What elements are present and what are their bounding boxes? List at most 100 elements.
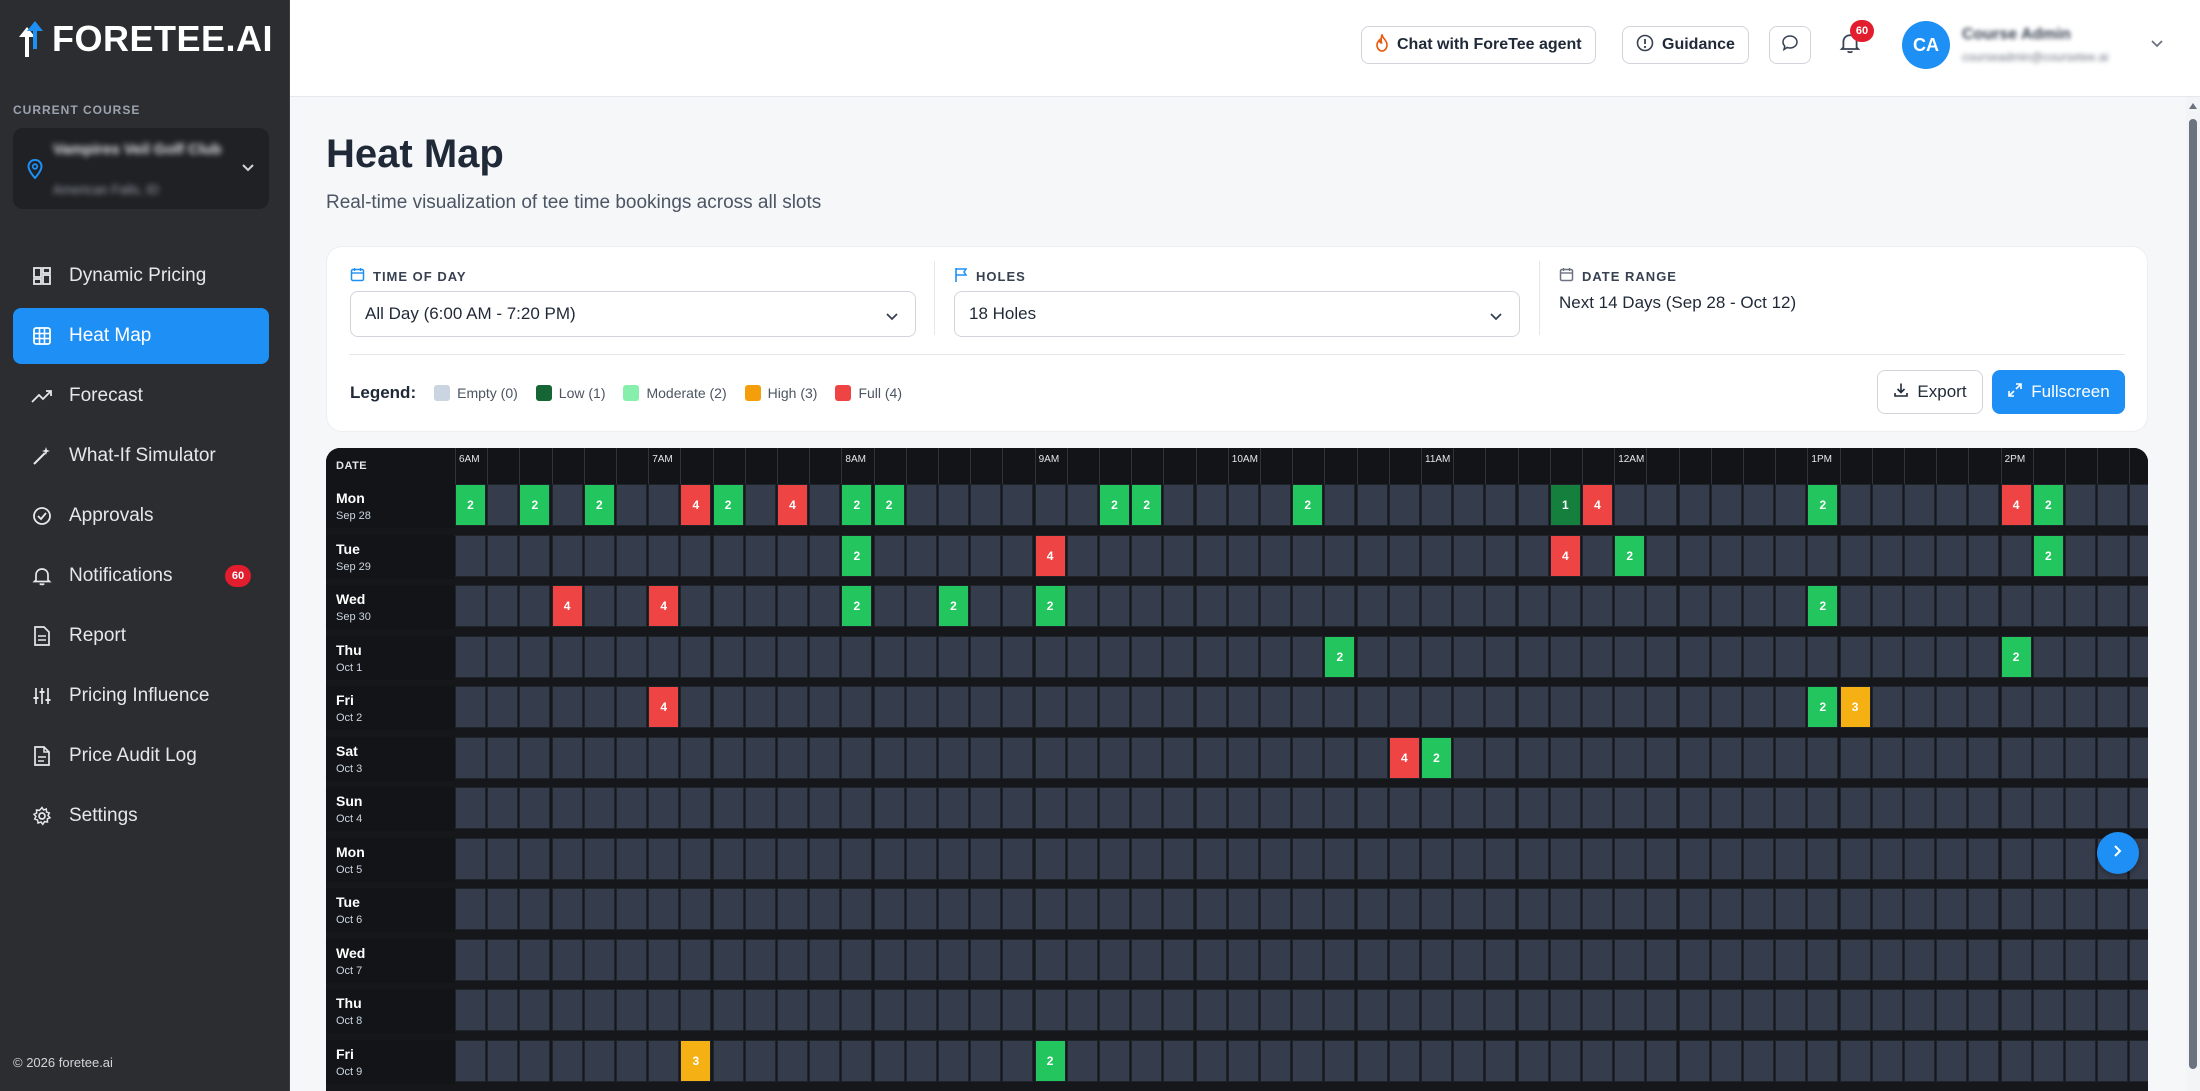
time-slot-cell[interactable] bbox=[905, 938, 937, 981]
time-slot-cell[interactable] bbox=[1227, 534, 1259, 577]
time-slot-cell[interactable] bbox=[1324, 938, 1356, 981]
time-slot-cell[interactable] bbox=[1034, 787, 1066, 829]
time-slot-cell[interactable] bbox=[1743, 1039, 1774, 1082]
time-slot-cell[interactable] bbox=[1614, 686, 1646, 728]
time-slot-cell[interactable] bbox=[1034, 989, 1066, 1031]
time-slot-cell[interactable] bbox=[1517, 888, 1549, 930]
time-slot-cell[interactable] bbox=[1453, 787, 1485, 829]
time-slot-cell[interactable] bbox=[712, 837, 744, 880]
time-slot-cell[interactable] bbox=[519, 635, 551, 678]
time-slot-cell[interactable] bbox=[1678, 787, 1710, 829]
time-slot-cell[interactable] bbox=[1807, 787, 1839, 829]
time-slot-cell[interactable] bbox=[1549, 1039, 1581, 1082]
time-slot-cell[interactable] bbox=[1002, 585, 1034, 627]
time-slot-cell[interactable] bbox=[1260, 989, 1291, 1031]
time-slot-cell[interactable]: 2 bbox=[583, 484, 615, 526]
holes-select[interactable]: 18 Holes bbox=[954, 291, 1520, 337]
time-slot-cell[interactable] bbox=[519, 534, 551, 577]
time-slot-cell[interactable] bbox=[809, 635, 841, 678]
time-slot-cell[interactable] bbox=[583, 736, 615, 779]
time-slot-cell[interactable] bbox=[1710, 1039, 1742, 1082]
time-slot-cell[interactable] bbox=[1646, 938, 1678, 981]
time-slot-cell[interactable] bbox=[1678, 989, 1710, 1031]
time-slot-cell[interactable] bbox=[1582, 686, 1613, 728]
time-slot-cell[interactable] bbox=[519, 938, 551, 981]
time-slot-cell[interactable] bbox=[2065, 686, 2096, 728]
time-slot-cell[interactable] bbox=[712, 736, 744, 779]
time-slot-cell[interactable] bbox=[2000, 736, 2032, 779]
time-slot-cell[interactable] bbox=[1292, 585, 1324, 627]
time-slot-cell[interactable] bbox=[1453, 585, 1485, 627]
time-slot-cell[interactable] bbox=[551, 888, 583, 930]
time-slot-cell[interactable] bbox=[712, 635, 744, 678]
time-slot-cell[interactable] bbox=[1099, 787, 1130, 829]
time-slot-cell[interactable] bbox=[1839, 1039, 1871, 1082]
time-slot-cell[interactable] bbox=[1614, 736, 1646, 779]
time-slot-cell[interactable] bbox=[1227, 635, 1259, 678]
time-slot-cell[interactable] bbox=[809, 1039, 841, 1082]
time-slot-cell[interactable] bbox=[712, 888, 744, 930]
time-slot-cell[interactable] bbox=[680, 736, 712, 779]
time-slot-cell[interactable] bbox=[905, 888, 937, 930]
time-slot-cell[interactable] bbox=[1195, 787, 1227, 829]
time-slot-cell[interactable] bbox=[2032, 686, 2064, 728]
time-slot-cell[interactable] bbox=[1131, 534, 1163, 577]
time-slot-cell[interactable] bbox=[1260, 585, 1291, 627]
time-slot-cell[interactable] bbox=[519, 686, 551, 728]
time-slot-cell[interactable] bbox=[1968, 938, 2000, 981]
time-slot-cell[interactable] bbox=[1904, 787, 1935, 829]
time-slot-cell[interactable] bbox=[2000, 787, 2032, 829]
time-slot-cell[interactable] bbox=[777, 635, 808, 678]
time-slot-cell[interactable] bbox=[1904, 736, 1935, 779]
time-slot-cell[interactable] bbox=[873, 837, 905, 880]
time-slot-cell[interactable] bbox=[1839, 938, 1871, 981]
time-slot-cell[interactable] bbox=[1871, 534, 1903, 577]
time-slot-cell[interactable]: 2 bbox=[2032, 534, 2064, 577]
time-slot-cell[interactable] bbox=[1453, 938, 1485, 981]
time-slot-cell[interactable] bbox=[1743, 736, 1774, 779]
time-slot-cell[interactable] bbox=[1066, 938, 1098, 981]
time-slot-cell[interactable] bbox=[1356, 888, 1388, 930]
time-slot-cell[interactable] bbox=[2129, 585, 2148, 627]
time-slot-cell[interactable] bbox=[616, 1039, 647, 1082]
time-slot-cell[interactable] bbox=[1582, 585, 1613, 627]
time-slot-cell[interactable] bbox=[777, 989, 808, 1031]
time-slot-cell[interactable] bbox=[905, 787, 937, 829]
time-slot-cell[interactable] bbox=[1839, 989, 1871, 1031]
time-slot-cell[interactable] bbox=[648, 837, 680, 880]
time-slot-cell[interactable] bbox=[1614, 787, 1646, 829]
time-slot-cell[interactable] bbox=[905, 635, 937, 678]
time-slot-cell[interactable] bbox=[1614, 635, 1646, 678]
time-slot-cell[interactable]: 2 bbox=[938, 585, 969, 627]
time-slot-cell[interactable] bbox=[616, 989, 647, 1031]
time-slot-cell[interactable]: 3 bbox=[680, 1039, 712, 1082]
time-slot-cell[interactable] bbox=[1131, 1039, 1163, 1082]
time-slot-cell[interactable] bbox=[1163, 989, 1195, 1031]
time-slot-cell[interactable] bbox=[2065, 1039, 2096, 1082]
time-slot-cell[interactable] bbox=[1002, 534, 1034, 577]
time-slot-cell[interactable] bbox=[841, 888, 873, 930]
sidebar-item-settings[interactable]: Settings bbox=[13, 788, 269, 844]
time-slot-cell[interactable] bbox=[1324, 484, 1356, 526]
time-slot-cell[interactable] bbox=[583, 635, 615, 678]
time-slot-cell[interactable] bbox=[1099, 1039, 1130, 1082]
time-slot-cell[interactable] bbox=[616, 837, 647, 880]
time-slot-cell[interactable]: 4 bbox=[1388, 736, 1420, 779]
time-slot-cell[interactable] bbox=[744, 585, 776, 627]
time-slot-cell[interactable]: 2 bbox=[1421, 736, 1452, 779]
time-slot-cell[interactable]: 4 bbox=[2000, 484, 2032, 526]
time-slot-cell[interactable] bbox=[777, 1039, 808, 1082]
time-slot-cell[interactable] bbox=[1163, 686, 1195, 728]
time-slot-cell[interactable] bbox=[1034, 837, 1066, 880]
time-slot-cell[interactable] bbox=[905, 686, 937, 728]
time-slot-cell[interactable] bbox=[2097, 686, 2129, 728]
time-slot-cell[interactable] bbox=[970, 888, 1002, 930]
time-slot-cell[interactable] bbox=[1260, 888, 1291, 930]
time-slot-cell[interactable] bbox=[1646, 837, 1678, 880]
time-slot-cell[interactable] bbox=[841, 938, 873, 981]
time-slot-cell[interactable] bbox=[1839, 888, 1871, 930]
time-slot-cell[interactable]: 4 bbox=[680, 484, 712, 526]
time-slot-cell[interactable] bbox=[1517, 736, 1549, 779]
time-slot-cell[interactable] bbox=[2065, 888, 2096, 930]
time-slot-cell[interactable]: 2 bbox=[873, 484, 905, 526]
